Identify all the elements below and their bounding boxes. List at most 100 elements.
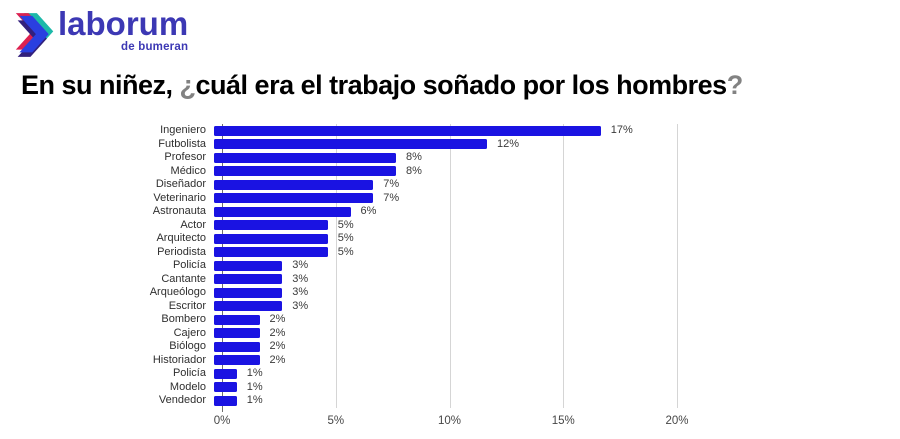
x-axis-labels: 0% 5% 10% 15% 20% <box>214 415 692 431</box>
plot-cell: 3% <box>214 286 900 300</box>
category-label: Ingeniero <box>160 124 206 137</box>
chart-row: Ingeniero 17% <box>0 124 900 138</box>
value-label: 7% <box>383 178 400 191</box>
bar[interactable] <box>214 314 260 325</box>
bar[interactable] <box>214 179 374 190</box>
chart-row: Médico 8% <box>0 165 900 179</box>
bar[interactable] <box>214 301 283 312</box>
gridline <box>677 124 678 408</box>
category-label: Cantante <box>161 272 206 285</box>
chart-row: Biólogo 2% <box>0 340 900 354</box>
plot-cell: 7% <box>214 192 900 206</box>
bar[interactable] <box>214 355 260 366</box>
value-label: 17% <box>610 124 633 137</box>
bar[interactable] <box>214 166 396 177</box>
category-label: Vendedor <box>158 394 206 407</box>
plot-cell: 5% <box>214 246 900 260</box>
bar[interactable] <box>214 260 283 271</box>
title-segment: cuál era el trabajo soñado por los hombr… <box>195 70 728 100</box>
chart-row: Arqueólogo 3% <box>0 286 900 300</box>
value-label: 2% <box>269 353 286 366</box>
plot-cell: 12% <box>214 138 900 152</box>
bar[interactable] <box>214 274 283 285</box>
bar-chart: Ingeniero 17% Futbolista 12% Profesor 8% Médic… <box>0 124 900 427</box>
category-label: Profesor <box>164 151 206 164</box>
bar[interactable] <box>214 341 260 352</box>
category-label: Astronauta <box>152 205 206 218</box>
bar[interactable] <box>214 193 374 204</box>
bar[interactable] <box>214 206 351 217</box>
plot-cell: 3% <box>214 300 900 314</box>
value-label: 3% <box>292 286 309 299</box>
plot-cell: 2% <box>214 327 900 341</box>
gridlines <box>222 124 692 408</box>
category-label: Policía <box>172 259 206 272</box>
value-label: 5% <box>337 218 354 231</box>
chart-row: Vendedor 1% <box>0 394 900 408</box>
chart-row: Bombero 2% <box>0 313 900 327</box>
chart-row: Historiador 2% <box>0 354 900 368</box>
value-label: 2% <box>269 340 286 353</box>
logo[interactable]: laborum de bumeran <box>14 5 189 60</box>
plot-cell: 5% <box>214 232 900 246</box>
category-label: Periodista <box>157 245 206 258</box>
chart-row: Escritor 3% <box>0 300 900 314</box>
chart-row: Actor 5% <box>0 219 900 233</box>
chart-rows: Ingeniero 17% Futbolista 12% Profesor 8% Médic… <box>0 124 900 408</box>
value-label: 2% <box>269 326 286 339</box>
value-label: 1% <box>246 394 263 407</box>
plot-cell: 3% <box>214 259 900 273</box>
plot-cell: 5% <box>214 219 900 233</box>
bar[interactable] <box>214 382 237 393</box>
bar[interactable] <box>214 152 396 163</box>
gridline <box>563 124 565 408</box>
category-label: Actor <box>180 218 206 231</box>
title-segment: En su niñez, <box>21 70 180 100</box>
category-label: Policía <box>172 367 206 380</box>
title-close-question-mark: ? <box>726 70 744 100</box>
chart-row: Astronauta 6% <box>0 205 900 219</box>
plot-cell: 1% <box>214 394 900 408</box>
category-label: Futbolista <box>158 137 206 150</box>
category-label: Cajero <box>173 326 206 339</box>
bar[interactable] <box>214 233 328 244</box>
category-label: Bombero <box>161 313 206 326</box>
bar[interactable] <box>214 287 283 298</box>
value-label: 1% <box>246 367 263 380</box>
value-label: 5% <box>337 245 354 258</box>
value-label: 3% <box>292 299 309 312</box>
chart-row: Periodista 5% <box>0 246 900 260</box>
bar[interactable] <box>214 395 237 406</box>
value-label: 8% <box>406 151 422 164</box>
plot-cell: 6% <box>214 205 900 219</box>
laborum-chevron-icon <box>14 8 56 60</box>
bar[interactable] <box>214 247 328 258</box>
gridline <box>449 124 451 408</box>
bar[interactable] <box>214 368 237 379</box>
value-label: 7% <box>383 191 400 204</box>
x-tick-label: 0% <box>213 415 231 427</box>
category-label: Médico <box>170 164 206 177</box>
value-label: 3% <box>292 272 309 285</box>
chart-row: Policía 1% <box>0 367 900 381</box>
chart-row: Diseñador 7% <box>0 178 900 192</box>
logo-brand: laborum <box>58 5 189 42</box>
logo-tagline: de bumeran <box>121 41 189 54</box>
chart-row: Profesor 8% <box>0 151 900 165</box>
x-tick-label: 15% <box>551 415 575 427</box>
x-tick-label: 5% <box>327 415 345 427</box>
value-label: 3% <box>292 259 309 272</box>
chart-row: Policía 3% <box>0 259 900 273</box>
category-label: Arquitecto <box>156 232 206 245</box>
bar[interactable] <box>214 125 601 136</box>
plot-cell: 1% <box>214 381 900 395</box>
bar[interactable] <box>214 328 260 339</box>
chart-row: Cantante 3% <box>0 273 900 287</box>
value-label: 12% <box>497 137 520 150</box>
bar[interactable] <box>214 220 328 231</box>
category-label: Modelo <box>169 380 206 393</box>
plot-cell: 1% <box>214 367 900 381</box>
plot-cell: 3% <box>214 273 900 287</box>
value-label: 2% <box>269 313 286 326</box>
bar[interactable] <box>214 139 487 150</box>
